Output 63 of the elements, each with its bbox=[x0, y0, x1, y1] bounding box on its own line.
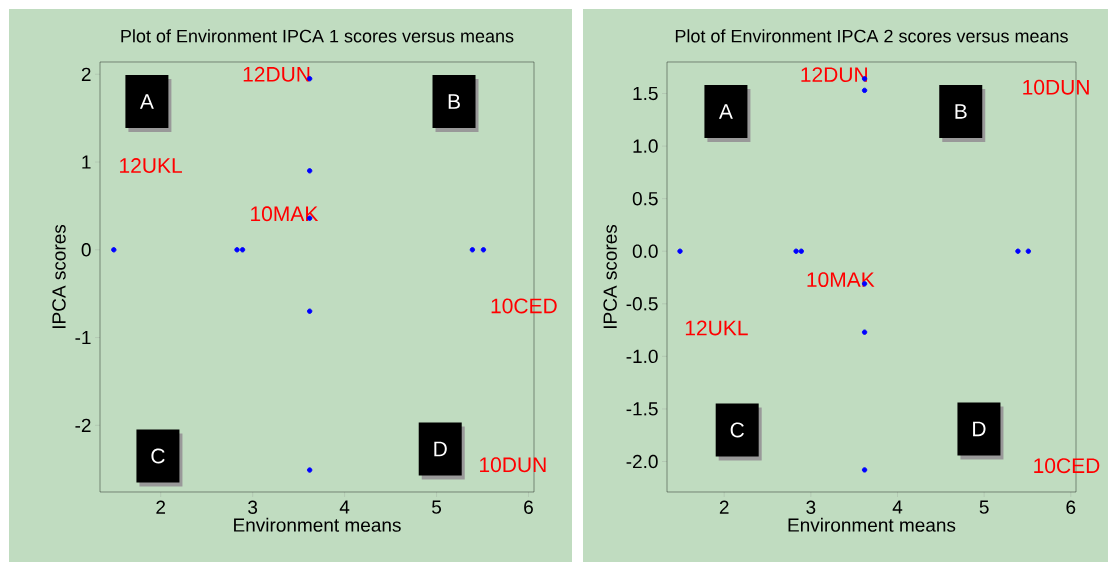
point bbox=[239, 247, 246, 253]
point bbox=[306, 168, 313, 174]
point bbox=[480, 247, 487, 253]
x-tick-label: 2 bbox=[156, 500, 166, 514]
y-tick-label: 1 bbox=[82, 155, 91, 169]
point bbox=[798, 248, 805, 254]
point bbox=[861, 329, 868, 335]
x-tick-label: 6 bbox=[524, 500, 533, 514]
y-tick-label: -1 bbox=[75, 331, 91, 345]
y-tick-label: -1.0 bbox=[626, 349, 658, 364]
y-tick-label: -1.5 bbox=[626, 402, 658, 416]
point bbox=[1025, 248, 1032, 254]
point bbox=[469, 247, 476, 253]
x-tick-label: 5 bbox=[432, 500, 442, 514]
point bbox=[677, 248, 683, 254]
annotation: 12UKL bbox=[120, 158, 182, 173]
point bbox=[111, 247, 117, 253]
x-tick-label: 2 bbox=[719, 500, 729, 514]
chart-title: Plot of Environment IPCA 1 scores versus means bbox=[121, 29, 514, 43]
y-axis-title: IPCA scores bbox=[603, 224, 617, 329]
annotation: A bbox=[718, 104, 733, 119]
annotation: 12UKL bbox=[685, 320, 748, 336]
annotation: 10MAK bbox=[251, 206, 319, 222]
y-tick-label: -2 bbox=[75, 418, 91, 432]
annotation: 10CED bbox=[1034, 458, 1100, 474]
point bbox=[861, 467, 868, 473]
x-tick-label: 6 bbox=[1066, 500, 1076, 514]
y-tick-label: 2 bbox=[81, 67, 91, 81]
point bbox=[793, 248, 799, 254]
annotation: D bbox=[973, 421, 986, 437]
annotation: A bbox=[139, 94, 154, 109]
annotation: C bbox=[730, 422, 744, 438]
y-tick-label: 0 bbox=[81, 243, 91, 257]
y-tick-label: 1.0 bbox=[633, 139, 658, 153]
x-tick-label: 4 bbox=[339, 500, 350, 514]
annotation: 10DUN bbox=[1023, 79, 1089, 95]
x-tick-label: 3 bbox=[806, 500, 816, 514]
point bbox=[306, 467, 313, 473]
y-tick-label: -0.5 bbox=[626, 297, 658, 311]
annotation: C bbox=[151, 448, 165, 464]
annotation: B bbox=[448, 94, 460, 109]
point bbox=[861, 87, 868, 94]
x-tick-label: 3 bbox=[248, 500, 258, 514]
annotation: 10DUN bbox=[480, 457, 546, 473]
y-axis-title: IPCA scores bbox=[52, 224, 66, 329]
annotation: 10CED bbox=[491, 298, 557, 314]
x-tick-label: 5 bbox=[979, 500, 989, 514]
annotation: 12DUN bbox=[243, 66, 310, 82]
point bbox=[1015, 248, 1021, 254]
x-tick-label: 4 bbox=[892, 500, 903, 514]
point bbox=[234, 247, 240, 253]
annotation: B bbox=[955, 104, 967, 119]
y-tick-label: -2.0 bbox=[626, 454, 658, 469]
y-tick-label: 0.5 bbox=[632, 191, 658, 206]
y-tick-label: 0.0 bbox=[632, 244, 658, 258]
x-axis-title: Environment means bbox=[234, 517, 401, 532]
annotation: 12DUN bbox=[801, 67, 867, 83]
annotation: 10MAK bbox=[807, 272, 875, 288]
y-tick-label: 1.5 bbox=[633, 86, 658, 101]
chart-title: Plot of Environment IPCA 2 scores versus means bbox=[675, 29, 1068, 43]
annotation: D bbox=[434, 441, 447, 457]
point bbox=[306, 308, 313, 314]
x-axis-title: Environment means bbox=[788, 517, 956, 532]
